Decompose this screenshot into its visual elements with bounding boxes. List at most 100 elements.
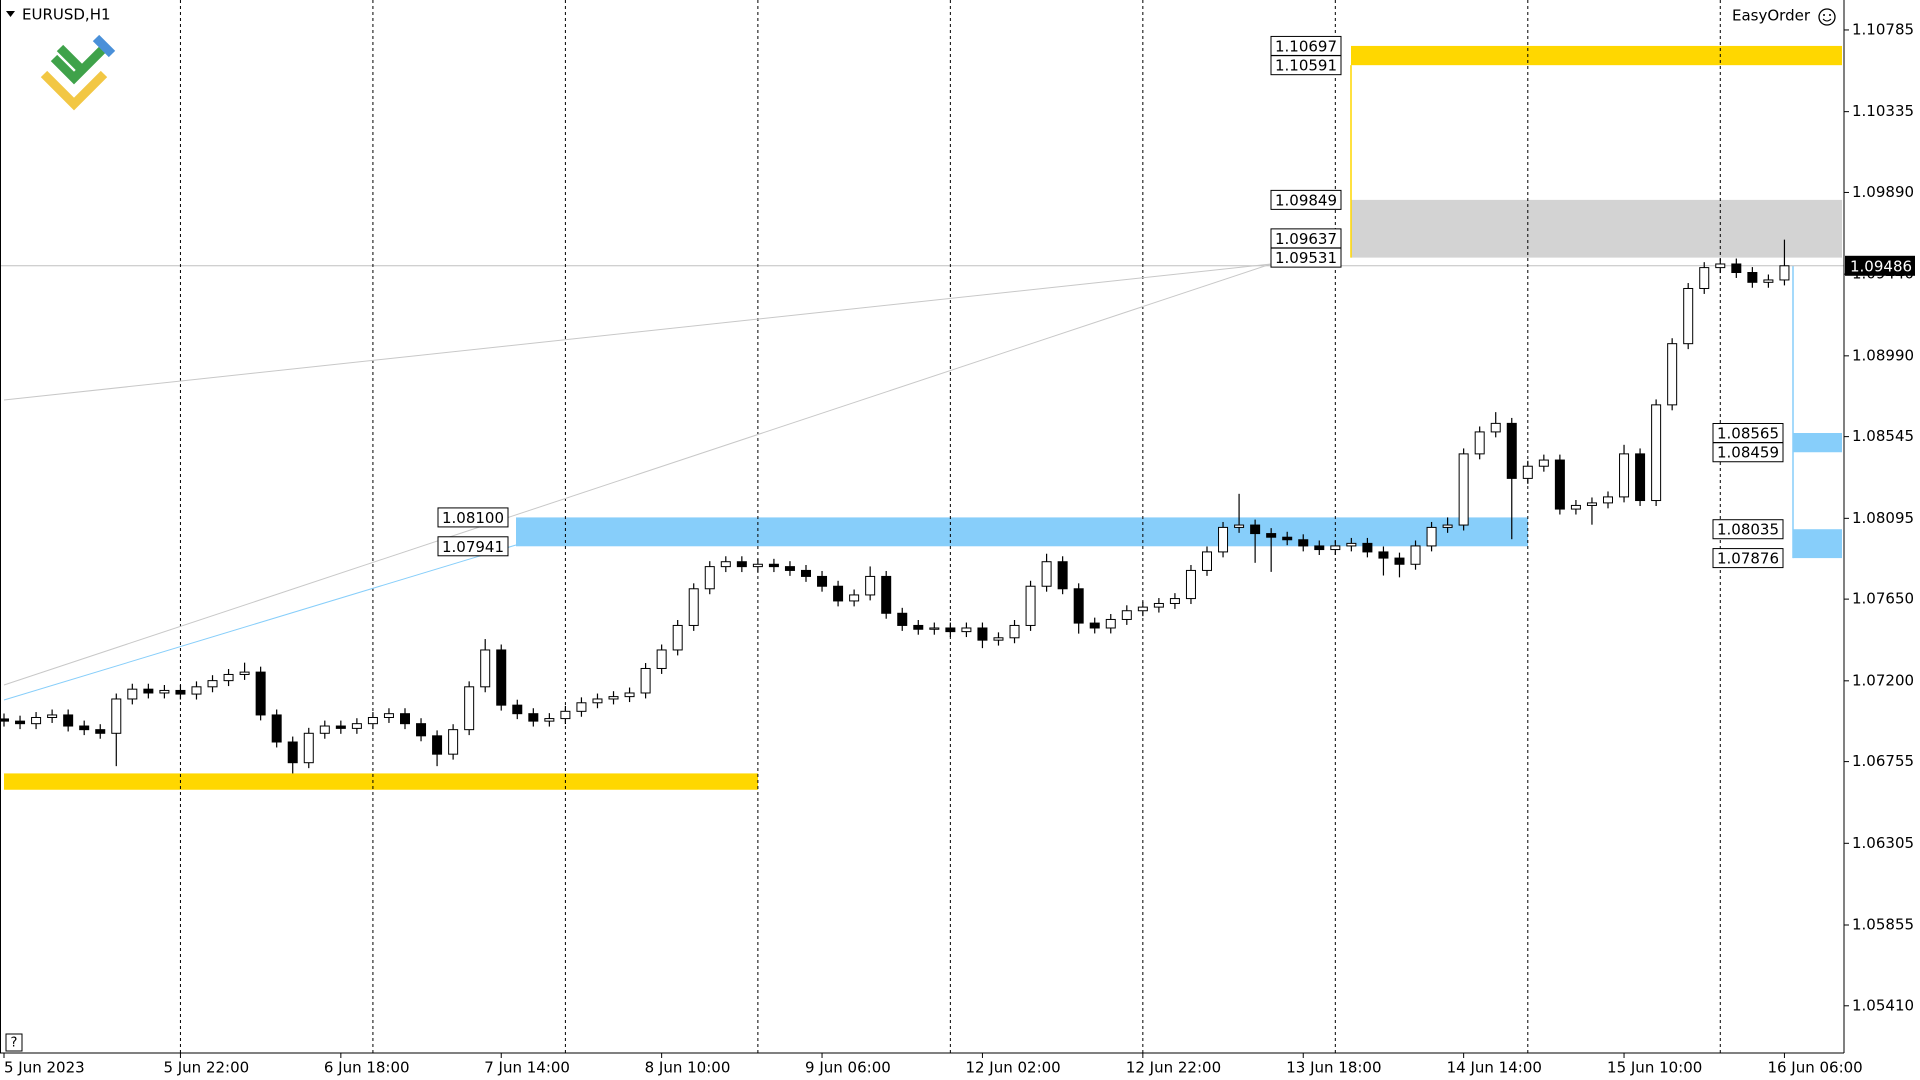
chart-title: EURUSD,H1 bbox=[22, 6, 111, 24]
candle-body bbox=[63, 714, 74, 727]
candle-body bbox=[913, 624, 924, 630]
x-tick-label: 13 Jun 18:00 bbox=[1286, 1059, 1381, 1077]
candle-body bbox=[1218, 526, 1229, 553]
zone bbox=[1351, 45, 1842, 66]
x-tick-label: 5 Jun 22:00 bbox=[163, 1059, 249, 1077]
help-box[interactable] bbox=[5, 1033, 23, 1052]
level-label: 1.07941 bbox=[442, 538, 504, 556]
candle-body bbox=[1603, 496, 1613, 504]
menu-arrow[interactable] bbox=[6, 11, 15, 17]
candle-body bbox=[1554, 459, 1565, 510]
level-label: 1.08035 bbox=[1717, 521, 1779, 539]
x-tick-label: 14 Jun 14:00 bbox=[1447, 1059, 1542, 1077]
smiley-face bbox=[1818, 8, 1836, 26]
candle-body bbox=[1202, 551, 1212, 571]
candle-body bbox=[512, 704, 523, 715]
candle-body bbox=[528, 713, 539, 722]
candle-body bbox=[544, 718, 555, 722]
candle-body bbox=[1763, 279, 1774, 283]
level-label: 1.10697 bbox=[1275, 37, 1337, 55]
x-tick-label: 12 Jun 02:00 bbox=[965, 1059, 1060, 1077]
candle-body bbox=[720, 561, 731, 568]
candle-body bbox=[335, 725, 346, 729]
candle-body bbox=[1458, 453, 1469, 526]
candle-body bbox=[111, 698, 122, 734]
candle-body bbox=[833, 585, 844, 602]
candle-body bbox=[752, 563, 763, 568]
candle-body bbox=[1346, 542, 1357, 547]
candle-body bbox=[303, 732, 314, 764]
x-tick-label: 8 Jun 10:00 bbox=[645, 1059, 731, 1077]
candle-body bbox=[239, 671, 250, 675]
level-label-box bbox=[1270, 55, 1342, 76]
candle-body bbox=[416, 723, 427, 737]
x-tick-label: 15 Jun 10:00 bbox=[1607, 1059, 1702, 1077]
candle-body bbox=[1330, 545, 1341, 551]
candle-body bbox=[1073, 588, 1084, 624]
candle-body bbox=[15, 720, 26, 725]
level-label: 1.09637 bbox=[1275, 230, 1337, 248]
grid bbox=[179, 0, 1721, 1053]
candle-body bbox=[1137, 606, 1148, 612]
help-label[interactable]: ? bbox=[11, 1036, 18, 1051]
candle-body bbox=[496, 649, 507, 706]
candle-body bbox=[929, 627, 940, 630]
candle-body bbox=[383, 713, 394, 718]
logo-shape bbox=[40, 70, 108, 111]
candle-body bbox=[1234, 524, 1245, 528]
level-label-box bbox=[1712, 519, 1784, 540]
candle-body bbox=[0, 718, 9, 722]
candle-body bbox=[1266, 533, 1277, 538]
x-tick-label: 16 Jun 06:00 bbox=[1767, 1059, 1862, 1077]
candle-body bbox=[1506, 422, 1517, 479]
candles bbox=[0, 239, 1790, 774]
level-label-box bbox=[1270, 247, 1342, 268]
level-label: 1.09849 bbox=[1275, 191, 1337, 209]
zones bbox=[0, 45, 1844, 790]
candle-body bbox=[640, 667, 651, 694]
candle-body bbox=[432, 735, 443, 755]
candle-body bbox=[1105, 618, 1116, 629]
candle-body bbox=[319, 725, 330, 734]
candle-body bbox=[1314, 545, 1325, 551]
zone bbox=[516, 517, 1528, 547]
current-price-label: 1.09486 bbox=[1850, 257, 1912, 275]
candle-body bbox=[817, 575, 828, 587]
y-tick-label: 1.05855 bbox=[1852, 916, 1914, 934]
easy-order-button[interactable]: EasyOrder bbox=[1732, 7, 1811, 25]
level-label: 1.08100 bbox=[442, 509, 504, 527]
x-tick-label: 7 Jun 14:00 bbox=[484, 1059, 570, 1077]
zone bbox=[1351, 199, 1842, 258]
candle-body bbox=[1169, 598, 1180, 604]
candle-body bbox=[95, 729, 106, 734]
candle-body bbox=[1185, 569, 1196, 600]
candle-body bbox=[736, 561, 747, 568]
smiley[interactable] bbox=[1818, 8, 1836, 26]
candle-body bbox=[1426, 526, 1437, 547]
candle-body bbox=[1009, 624, 1020, 639]
candle-body bbox=[1442, 524, 1453, 528]
candle-body bbox=[1731, 263, 1742, 274]
candle-body bbox=[1586, 502, 1597, 506]
y-tick-label: 1.10785 bbox=[1852, 20, 1914, 38]
y-tick-label: 1.07200 bbox=[1852, 671, 1914, 689]
candle-body bbox=[945, 627, 956, 633]
y-tick-label: 1.08990 bbox=[1852, 346, 1914, 364]
zone bbox=[1793, 433, 1842, 453]
logo bbox=[40, 34, 116, 111]
candle-body bbox=[656, 649, 667, 669]
candle-body bbox=[704, 566, 715, 590]
smiley-mouth bbox=[1822, 18, 1832, 22]
y-tick-label: 1.08545 bbox=[1852, 427, 1914, 445]
candle-body bbox=[47, 714, 58, 718]
zone bbox=[1793, 529, 1842, 559]
candle-body bbox=[1121, 610, 1132, 620]
candle-body bbox=[31, 716, 42, 725]
level-label: 1.10591 bbox=[1275, 57, 1337, 75]
candle-body bbox=[175, 689, 186, 695]
candle-body bbox=[1715, 263, 1726, 269]
candle-body bbox=[271, 714, 282, 743]
candle-body bbox=[688, 588, 699, 626]
